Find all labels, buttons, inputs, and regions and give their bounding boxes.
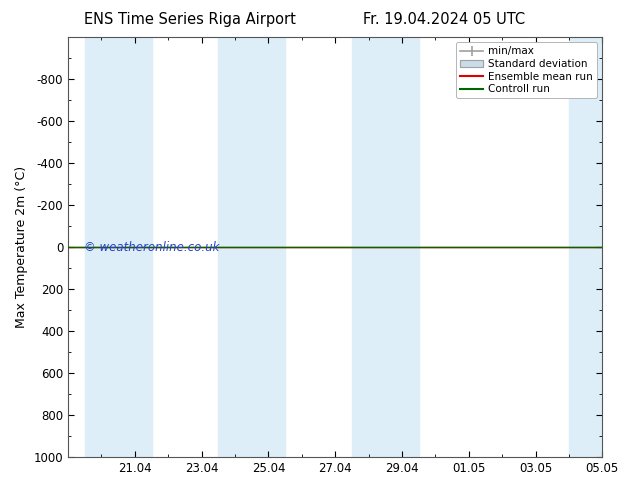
Bar <box>569 37 619 457</box>
Text: ENS Time Series Riga Airport: ENS Time Series Riga Airport <box>84 12 296 27</box>
Legend: min/max, Standard deviation, Ensemble mean run, Controll run: min/max, Standard deviation, Ensemble me… <box>456 42 597 98</box>
Bar <box>85 37 152 457</box>
Y-axis label: Max Temperature 2m (°C): Max Temperature 2m (°C) <box>15 166 28 328</box>
Bar <box>352 37 418 457</box>
Text: © weatheronline.co.uk: © weatheronline.co.uk <box>84 241 219 254</box>
Text: Fr. 19.04.2024 05 UTC: Fr. 19.04.2024 05 UTC <box>363 12 525 27</box>
Bar <box>218 37 285 457</box>
